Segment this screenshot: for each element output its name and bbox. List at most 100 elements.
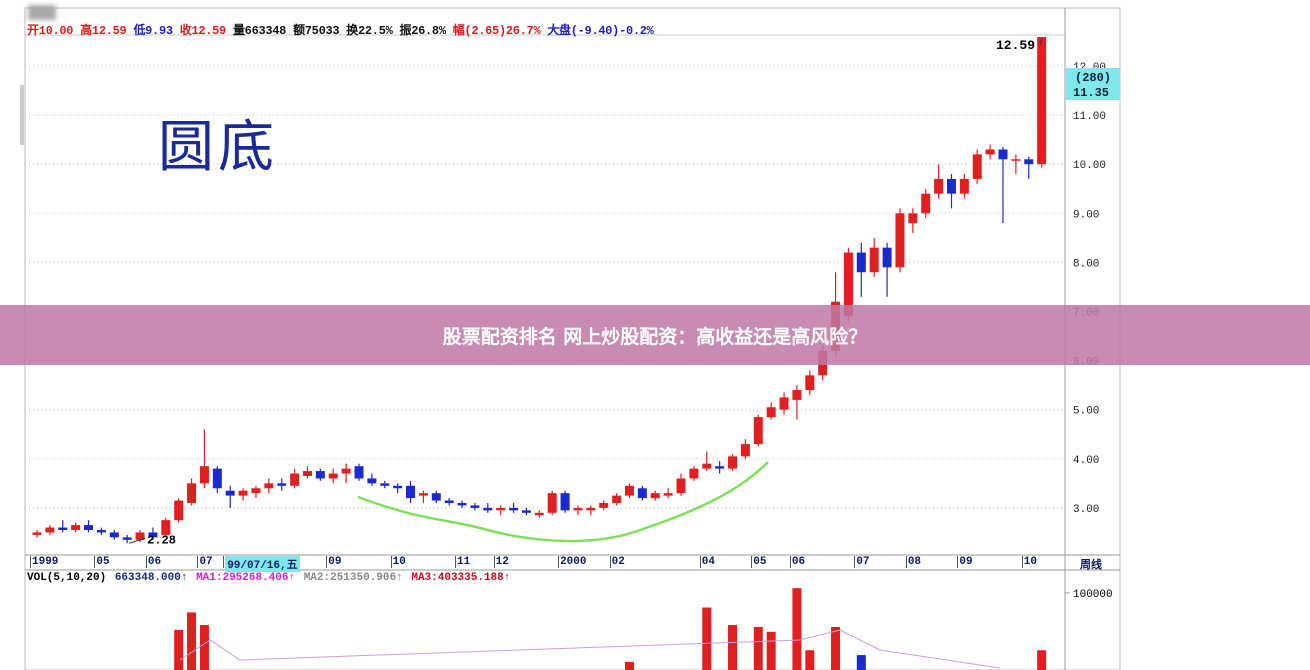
candle-body bbox=[805, 375, 815, 391]
volume-bar bbox=[831, 626, 841, 670]
candle-body bbox=[341, 468, 351, 474]
x-tick bbox=[30, 556, 31, 568]
candle-body bbox=[908, 213, 918, 224]
y-tick-label: 10.00 bbox=[1073, 160, 1106, 172]
y-tick-label: 5.00 bbox=[1073, 406, 1099, 418]
x-tick-label: 99/07/16,五 bbox=[225, 556, 300, 572]
high-marker-line bbox=[1039, 38, 1043, 46]
cursor-price-box bbox=[1066, 68, 1120, 100]
candle-body bbox=[702, 463, 712, 469]
volume-bar bbox=[728, 625, 738, 670]
candle-body bbox=[959, 178, 969, 194]
overlay-banner: 股票配资排名 网上炒股配资：高收益还是高风险？ bbox=[0, 305, 1310, 365]
candle-body bbox=[779, 397, 789, 410]
x-tick-label: 09 bbox=[959, 556, 973, 568]
volume-bar bbox=[792, 588, 802, 670]
candle-body bbox=[264, 483, 274, 489]
candle-body bbox=[393, 485, 403, 489]
x-tick-label: 07 bbox=[199, 556, 213, 568]
candle-body bbox=[650, 493, 660, 499]
candle-body bbox=[599, 502, 609, 508]
candle-body bbox=[856, 252, 866, 273]
candle-body bbox=[71, 525, 81, 530]
x-tick-label: 07 bbox=[856, 556, 870, 568]
y-tick-label: 11.00 bbox=[1073, 111, 1106, 123]
candle-body bbox=[1024, 159, 1034, 165]
candle-body bbox=[290, 473, 300, 486]
candle-body bbox=[921, 193, 931, 214]
cursor-count: (280) bbox=[1075, 71, 1111, 85]
candle-body bbox=[199, 466, 209, 484]
candle-body bbox=[1011, 159, 1021, 161]
vol-ma2: MA2:251350.906↑ bbox=[303, 572, 403, 584]
candle-body bbox=[689, 468, 699, 479]
candle-body bbox=[663, 493, 673, 496]
high-marker-label: 12.59 bbox=[996, 38, 1035, 53]
candle-body bbox=[45, 527, 55, 533]
low-marker-label: 2.28 bbox=[147, 533, 176, 547]
x-tick-label: 2000 bbox=[560, 556, 587, 568]
x-tick-label: 05 bbox=[96, 556, 110, 568]
candle-body bbox=[1037, 37, 1047, 165]
vol-ma1: MA1:295268.406↑ bbox=[196, 572, 296, 584]
candle-body bbox=[882, 247, 892, 268]
amount-value: 额75033 bbox=[293, 24, 340, 38]
turnover-value: 换22.5% bbox=[346, 24, 393, 38]
amplitude-value: 振26.8% bbox=[399, 24, 447, 38]
x-tick bbox=[789, 556, 791, 568]
x-tick bbox=[493, 556, 495, 568]
candle-body bbox=[573, 507, 583, 511]
x-tick-label: 06 bbox=[791, 556, 806, 568]
candle-body bbox=[251, 488, 261, 494]
volume-info-bar: VOL(5,10,20) 663348.000↑ MA1:295268.406↑… bbox=[27, 572, 512, 584]
candle-body bbox=[470, 505, 480, 508]
candle-body bbox=[483, 507, 493, 511]
x-tick-label: 1999 bbox=[32, 556, 59, 568]
x-tick-label: 09 bbox=[328, 556, 342, 568]
candle-body bbox=[277, 483, 287, 486]
candle-body bbox=[148, 532, 158, 538]
x-tick bbox=[326, 556, 328, 568]
x-tick bbox=[558, 556, 560, 568]
x-tick bbox=[223, 556, 225, 568]
vol-ma3: MA3:403335.188↑ bbox=[411, 572, 511, 584]
volume-bar bbox=[856, 655, 866, 670]
x-axis: 1999 05 06 07 99/07/16,五 09 10 11 12 2000 02 04 05 06… bbox=[25, 556, 1120, 572]
y-tick-label: 4.00 bbox=[1073, 455, 1099, 467]
low-marker-line bbox=[129, 537, 146, 544]
volume-bar bbox=[1037, 650, 1047, 670]
x-tick bbox=[94, 556, 96, 568]
candle-body bbox=[328, 473, 338, 479]
cursor-price: 11.35 bbox=[1073, 86, 1109, 100]
rounding-bottom-curve bbox=[357, 461, 769, 543]
change-value: 幅(2.65)26.7% bbox=[452, 24, 541, 38]
candle-body bbox=[212, 468, 222, 489]
candle-body bbox=[895, 213, 905, 268]
x-tick bbox=[197, 556, 199, 568]
x-tick bbox=[699, 556, 701, 568]
candle-body bbox=[715, 466, 725, 469]
open-price: 开10.00 bbox=[27, 24, 74, 38]
x-tick bbox=[455, 556, 457, 568]
volume-bar bbox=[187, 612, 197, 670]
candle-body bbox=[766, 407, 776, 418]
x-tick-label: 02 bbox=[611, 556, 625, 568]
candle-body bbox=[972, 154, 982, 179]
market-value: 大盘(-9.40)-0.2% bbox=[547, 24, 654, 38]
candle-body bbox=[560, 493, 570, 511]
candle-body bbox=[406, 485, 416, 499]
x-tick bbox=[390, 556, 392, 568]
candle-body bbox=[624, 485, 634, 496]
candle-body bbox=[315, 471, 325, 479]
candle-body bbox=[728, 456, 738, 469]
x-tick bbox=[854, 556, 856, 568]
candle-body bbox=[843, 252, 853, 317]
candle-body bbox=[934, 178, 944, 194]
candle-body bbox=[96, 529, 106, 533]
candle-body bbox=[547, 493, 557, 513]
candle-body bbox=[367, 478, 377, 484]
candle-body bbox=[946, 178, 956, 194]
low-price: 低9.93 bbox=[133, 24, 173, 38]
x-tick bbox=[145, 556, 147, 568]
candle-body bbox=[122, 537, 132, 540]
